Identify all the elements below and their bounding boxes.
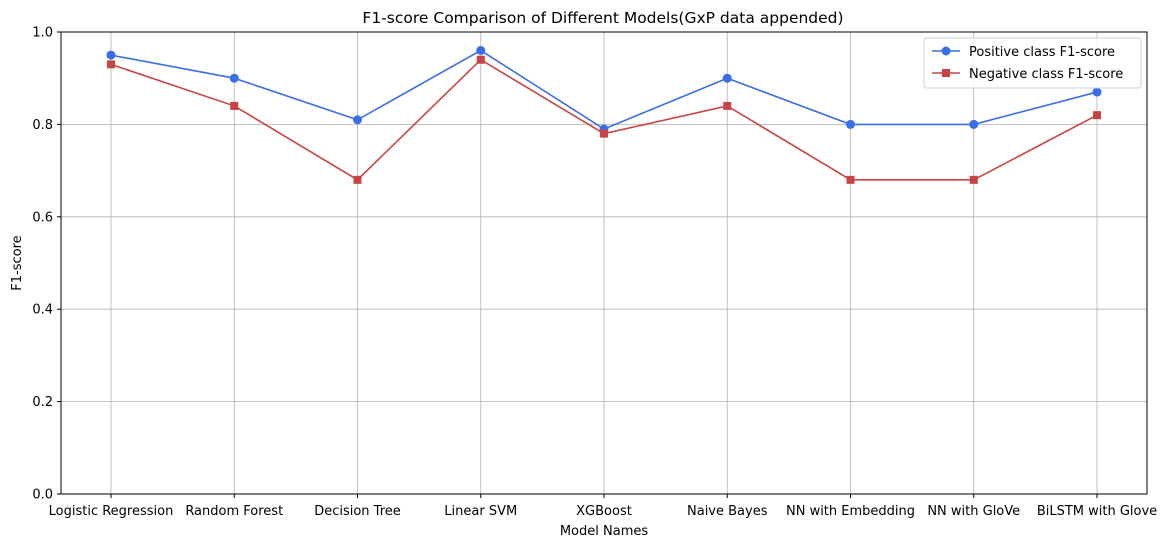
x-tick-label: Logistic Regression	[49, 504, 174, 519]
x-axis-label: Model Names	[560, 524, 649, 539]
series-positive	[106, 45, 1102, 134]
data-point	[969, 175, 978, 184]
x-tick-label: Naive Bayes	[687, 504, 768, 519]
data-point	[1092, 87, 1102, 97]
data-point	[353, 175, 362, 184]
y-tick-label: 1.0	[32, 26, 53, 41]
y-axis-label: F1-score	[10, 235, 25, 290]
data-point	[476, 55, 485, 64]
data-point	[353, 115, 362, 125]
data-point	[107, 60, 115, 69]
y-tick-label: 0.8	[32, 118, 53, 133]
legend-marker-negative	[942, 69, 950, 77]
legend: Positive class F1-score Negative class F…	[923, 37, 1142, 89]
data-point	[846, 175, 855, 184]
y-tick-label: 0.6	[32, 210, 53, 225]
legend-label-positive: Positive class F1-score	[969, 45, 1115, 60]
y-axis-ticks: 0.0 0.2 0.4 0.6 0.8 1.0	[32, 26, 61, 503]
y-tick-label: 0.2	[32, 395, 53, 410]
y-tick-label: 0.0	[32, 488, 53, 503]
data-point	[229, 73, 239, 83]
x-axis-ticks: Logistic Regression Random Forest Decision…	[49, 494, 1157, 519]
grid-lines	[61, 31, 1147, 495]
data-point	[723, 101, 732, 110]
x-tick-label: Random Forest	[185, 504, 283, 519]
legend-label-negative: Negative class F1-score	[969, 67, 1123, 82]
legend-marker-positive	[941, 46, 951, 56]
data-point	[722, 73, 732, 83]
data-point	[846, 119, 855, 129]
legend-box	[923, 37, 1142, 89]
x-tick-label: NN with Embedding	[786, 504, 915, 519]
data-point	[476, 45, 486, 55]
data-point	[969, 119, 979, 129]
y-tick-label: 0.4	[32, 303, 53, 318]
x-tick-label: Linear SVM	[444, 504, 517, 519]
data-point	[1093, 111, 1101, 120]
chart-title: F1-score Comparison of Different Models(…	[362, 9, 843, 27]
x-tick-label: XGBoost	[576, 504, 632, 519]
data-point	[230, 101, 239, 110]
x-tick-label: NN with GloVe	[927, 504, 1020, 519]
data-point	[600, 129, 608, 138]
x-tick-label: Decision Tree	[314, 504, 401, 519]
data-point	[106, 50, 116, 60]
x-tick-label: BiLSTM with Glove	[1037, 504, 1157, 519]
series-group	[106, 45, 1102, 184]
series-negative	[107, 55, 1101, 184]
